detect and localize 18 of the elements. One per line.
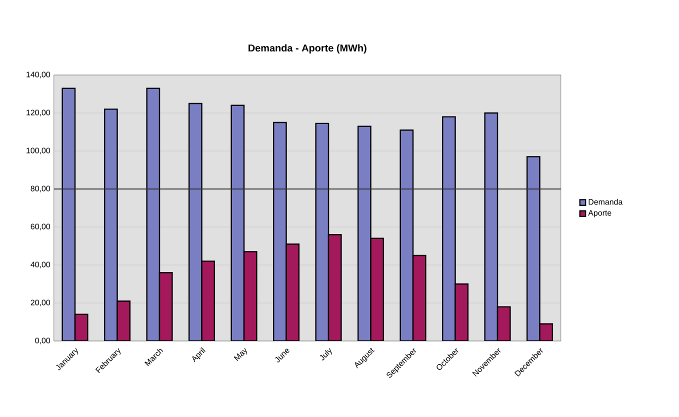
- bar: [442, 116, 456, 341]
- bar: [286, 244, 299, 341]
- bar: [188, 102, 202, 341]
- bar: [104, 108, 118, 341]
- bar: [370, 238, 384, 341]
- bar: [158, 272, 173, 341]
- chart-title: Demanda - Aporte (MWh): [248, 44, 366, 54]
- bar: [484, 112, 498, 341]
- bar: [400, 130, 414, 341]
- bar: [230, 104, 245, 341]
- bar: [328, 234, 342, 341]
- bar: [315, 122, 330, 341]
- bar: [412, 254, 426, 341]
- bar: [526, 156, 540, 341]
- bar: [62, 88, 76, 341]
- bar: [357, 126, 372, 341]
- bar: [274, 122, 286, 341]
- bar: [146, 88, 160, 341]
